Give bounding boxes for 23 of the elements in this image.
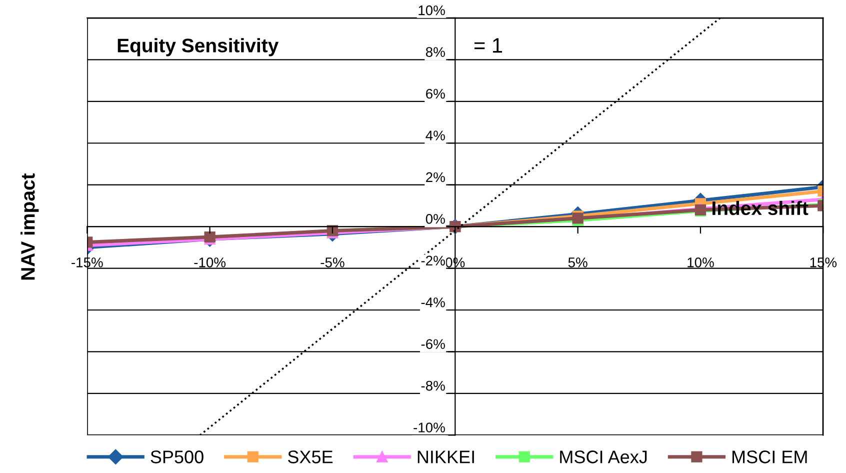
y-tick-label: 6% xyxy=(426,88,445,99)
legend-label: MSCI AexJ xyxy=(560,450,647,464)
legend-label: NIKKEI xyxy=(418,450,474,464)
x-tick-label: 5% xyxy=(568,258,588,268)
legend-label: SX5E xyxy=(288,450,333,464)
y-tick-label: 2% xyxy=(426,172,445,182)
y-tick-label: -2% xyxy=(421,256,445,266)
y-tick-label: 0% xyxy=(426,214,445,224)
y-tick-label: 4% xyxy=(426,130,445,140)
y-tick-label: 10% xyxy=(418,5,445,16)
y-tick-label: -8% xyxy=(421,380,445,391)
legend-label: SP500 xyxy=(150,450,204,464)
x-tick-label: 10% xyxy=(688,257,714,268)
text: Equity Sensitivity xyxy=(118,38,279,56)
x-tick-label: -10% xyxy=(194,257,226,268)
y-tick-label: -4% xyxy=(421,297,445,308)
legend-label: MSCI EM xyxy=(732,450,807,464)
y-axis-title: NAV impact xyxy=(20,173,39,280)
y-tick-label: -6% xyxy=(421,339,445,349)
annotation: = 1 xyxy=(474,38,502,53)
y-tick-label: 8% xyxy=(426,47,445,57)
y-tick-label: -10% xyxy=(414,422,445,432)
x-tick-label: -5% xyxy=(320,258,344,268)
